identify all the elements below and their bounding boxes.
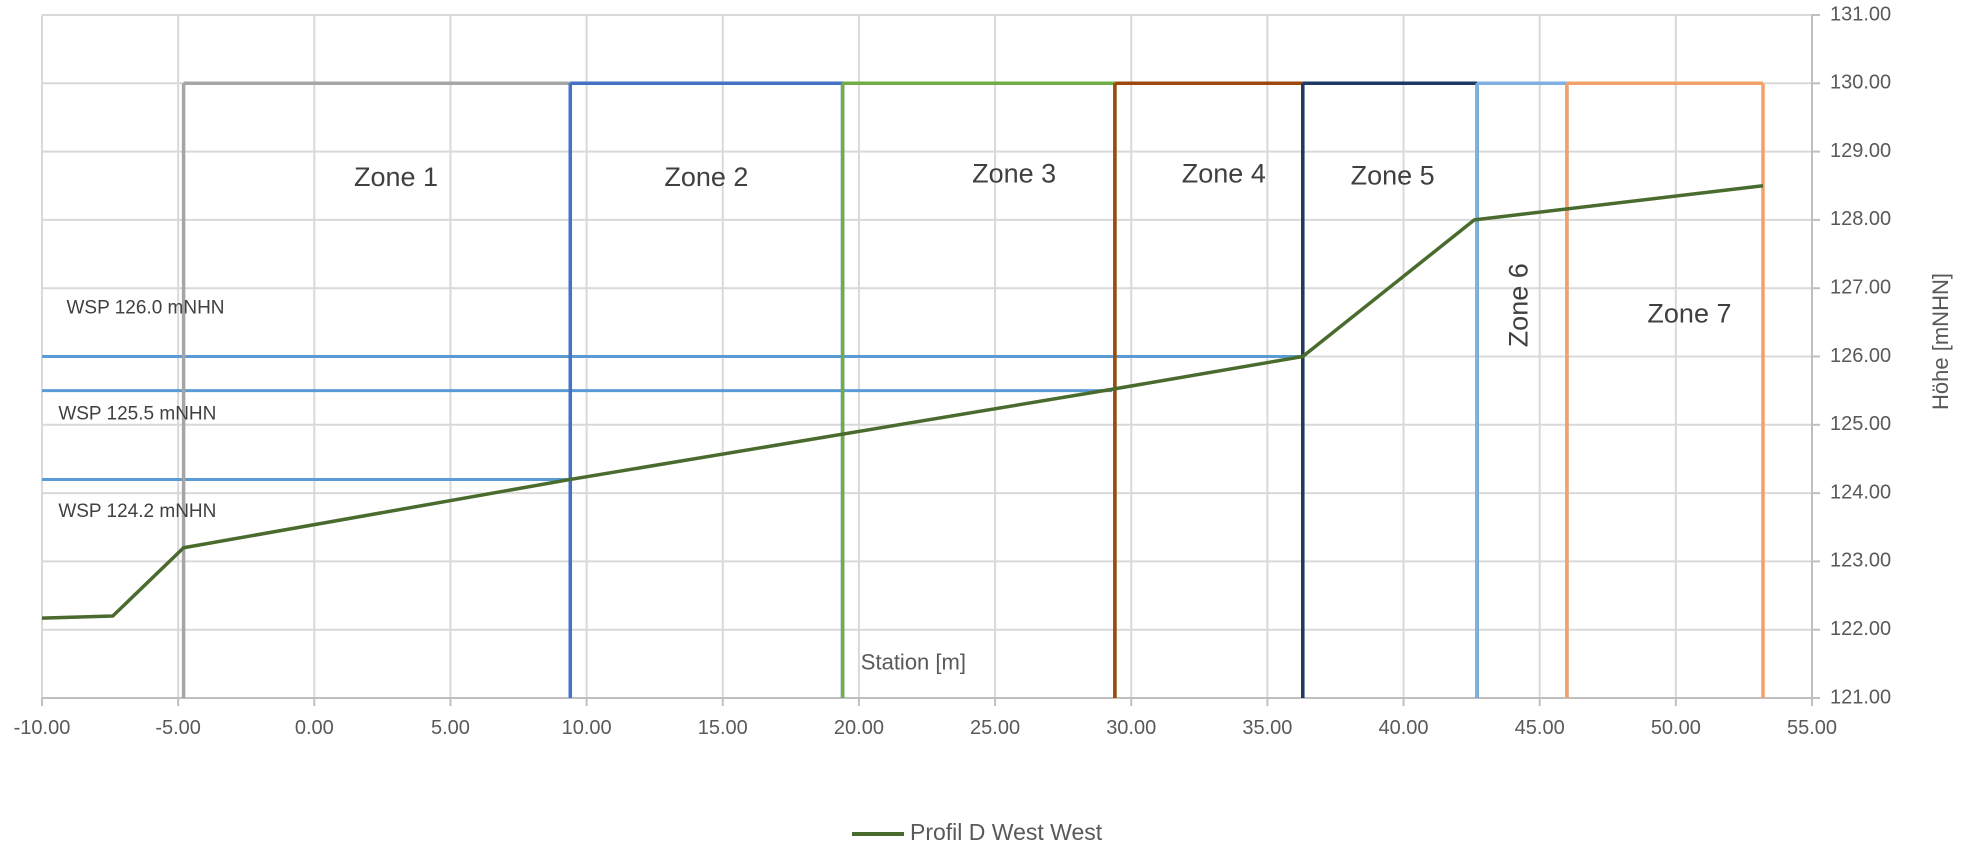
y-tick-label: 131.00	[1830, 3, 1891, 25]
zone-label: Zone 2	[664, 162, 748, 192]
x-tick-label: 25.00	[970, 717, 1020, 739]
annotation-labels: Zone 1 Zone 2 Zone 3 Zone 4 Zone 5 Zone 6 Zone…	[58, 159, 1731, 523]
water-level-lines	[42, 355, 1303, 481]
x-tick-label: 10.00	[562, 717, 612, 739]
legend: Profil D West West	[852, 819, 1103, 845]
y-tick-label: 121.00	[1830, 686, 1891, 708]
y-tick-label: 130.00	[1830, 72, 1891, 94]
axes	[41, 14, 1820, 706]
x-tick-label: 15.00	[698, 717, 748, 739]
x-tick-label: -5.00	[155, 717, 201, 739]
zone-label: Zone 3	[972, 159, 1056, 189]
zone-boxes	[181, 81, 1765, 698]
y-tick-label: 125.00	[1830, 413, 1891, 435]
y-tick-label: 122.00	[1830, 618, 1891, 640]
x-tick-label: 45.00	[1515, 717, 1565, 739]
y-axis-title: Höhe [mNHN]	[1928, 273, 1953, 410]
zone-label: Zone 4	[1182, 159, 1266, 189]
x-tick-label: 30.00	[1106, 717, 1156, 739]
zone-label: Zone 1	[354, 162, 438, 192]
y-tick-label: 124.00	[1830, 481, 1891, 503]
water-level-label: WSP 126.0 mNHN	[67, 298, 225, 319]
y-tick-label: 127.00	[1830, 276, 1891, 298]
water-level-label: WSP 125.5 mNHN	[58, 404, 216, 425]
x-tick-labels: -10.00 -5.00 0.00 5.00 10.00 15.00 20.00 25.00 3…	[14, 717, 1837, 739]
series-line	[41, 184, 1764, 620]
x-tick-label: -10.00	[14, 717, 71, 739]
series-group	[41, 184, 1764, 620]
x-tick-label: 5.00	[431, 717, 470, 739]
x-tick-label: 40.00	[1379, 717, 1429, 739]
x-tick-label: 0.00	[295, 717, 334, 739]
y-tick-label: 129.00	[1830, 140, 1891, 162]
y-tick-label: 126.00	[1830, 345, 1891, 367]
x-tick-label: 35.00	[1242, 717, 1292, 739]
y-tick-label: 123.00	[1830, 550, 1891, 572]
zone-label: Zone 7	[1647, 299, 1731, 329]
zone-label: Zone 5	[1351, 161, 1435, 191]
x-tick-label: 55.00	[1787, 717, 1837, 739]
y-tick-labels: 121.00 122.00 123.00 124.00 125.00 126.00 127.…	[1830, 3, 1891, 708]
x-axis-title: Station [m]	[861, 650, 966, 675]
x-tick-label: 50.00	[1651, 717, 1701, 739]
legend-entry: Profil D West West	[910, 819, 1103, 845]
y-tick-label: 128.00	[1830, 208, 1891, 230]
zone-label: Zone 6	[1504, 263, 1534, 347]
x-tick-label: 20.00	[834, 717, 884, 739]
water-level-label: WSP 124.2 mNHN	[58, 501, 216, 522]
